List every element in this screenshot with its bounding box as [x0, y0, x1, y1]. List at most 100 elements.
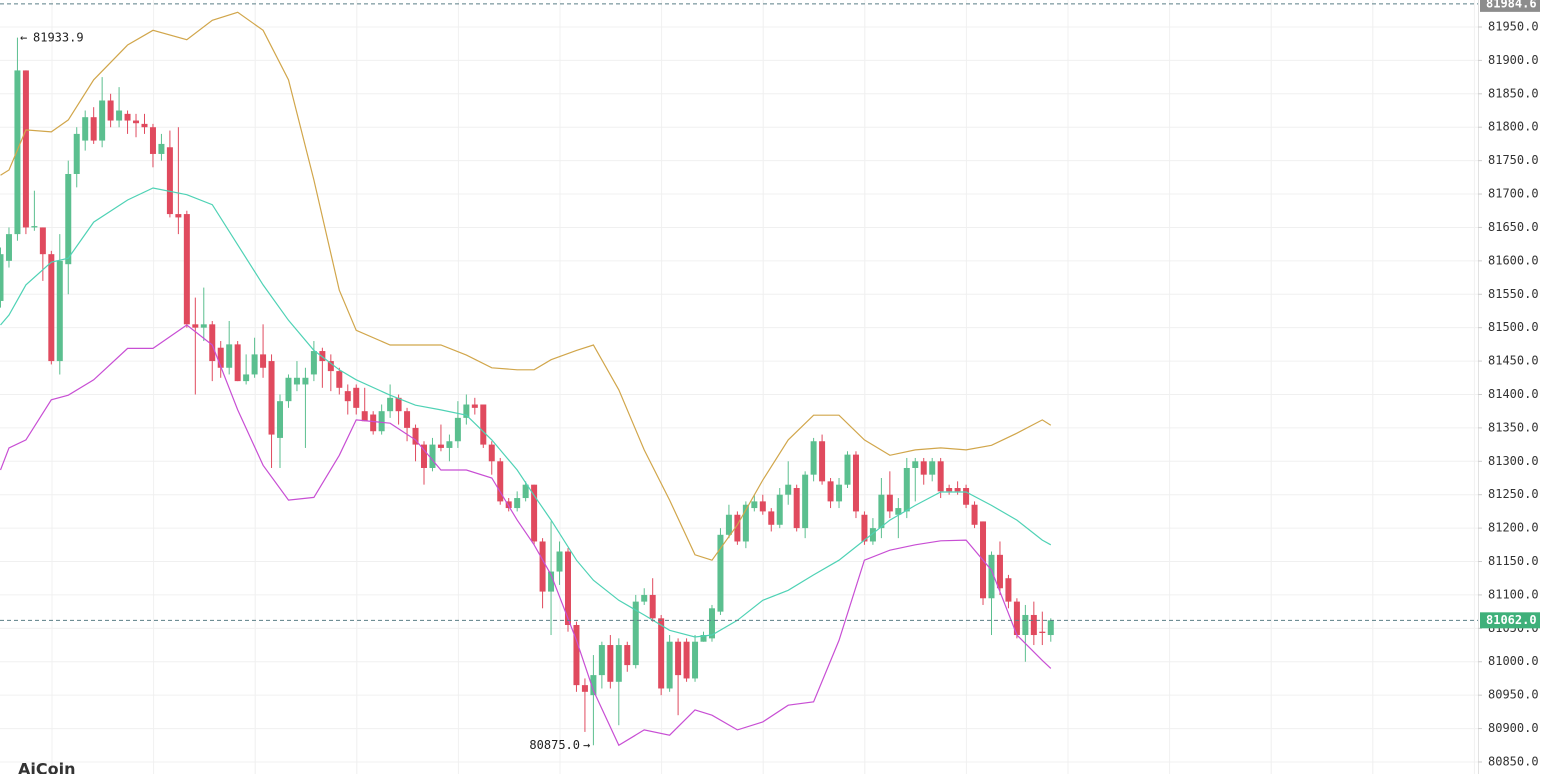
candle-body — [293, 377, 300, 385]
candle-body — [488, 444, 495, 462]
y-tick-label: 80900.0 — [1488, 721, 1539, 735]
candle-body — [624, 645, 631, 666]
candle-body — [522, 484, 529, 499]
candle-body — [65, 173, 72, 265]
candle-body — [480, 404, 487, 445]
candle-body — [302, 377, 309, 385]
low-annotation: 80875.0 — [529, 738, 580, 752]
y-tick-label: 80950.0 — [1488, 688, 1539, 702]
y-tick-label: 81300.0 — [1488, 454, 1539, 468]
candle-body — [149, 127, 156, 154]
candle-body — [56, 260, 63, 362]
y-tick-label: 81850.0 — [1488, 86, 1539, 100]
candle-body — [90, 117, 97, 141]
candle-body — [836, 484, 843, 502]
y-tick-label: 81550.0 — [1488, 287, 1539, 301]
candle-body — [776, 494, 783, 525]
candle-body — [217, 347, 224, 368]
candle-body — [1047, 620, 1054, 636]
candle-body — [683, 641, 690, 679]
candle-body — [920, 461, 927, 475]
candle-body — [22, 70, 29, 228]
last-price-box — [1480, 612, 1540, 629]
high-annotation: 81933.9 — [33, 30, 84, 44]
candle-body — [878, 494, 885, 529]
candle-body — [641, 594, 648, 602]
candle-body — [268, 361, 275, 435]
candle-body — [861, 514, 868, 542]
candle-body — [708, 608, 715, 639]
candle-body — [929, 461, 936, 475]
candle-body — [514, 498, 521, 509]
candle-body — [209, 324, 216, 362]
y-tick-label: 81900.0 — [1488, 53, 1539, 67]
candle-body — [166, 147, 173, 215]
candle-body — [548, 571, 555, 592]
candle-body — [82, 117, 89, 141]
candle-body — [937, 461, 944, 492]
candle-body — [556, 551, 563, 572]
top-price-label: 81984.6 — [1486, 0, 1537, 10]
candle-body — [632, 601, 639, 666]
candle-body — [1022, 614, 1029, 636]
candle-body — [759, 501, 766, 512]
y-tick-label: 81200.0 — [1488, 521, 1539, 535]
candle-body — [649, 594, 656, 619]
candle-body — [39, 227, 46, 255]
y-tick-label: 81950.0 — [1488, 19, 1539, 33]
high-annotation-arrow: ← — [20, 30, 27, 44]
candle-body — [0, 254, 4, 301]
candle-body — [429, 444, 436, 468]
candle-body — [454, 417, 461, 442]
candle-body — [116, 110, 123, 121]
candle-body — [277, 401, 284, 438]
candle-body — [361, 411, 368, 422]
candle-body — [1005, 578, 1012, 602]
candle-body — [1030, 614, 1037, 636]
y-tick-label: 81350.0 — [1488, 420, 1539, 434]
candle-body — [1013, 601, 1020, 636]
candle-body — [336, 371, 343, 388]
candle-body — [666, 641, 673, 689]
candle-body — [971, 504, 978, 525]
candle-body — [581, 685, 588, 692]
candle-body — [319, 351, 326, 362]
candle-body — [421, 444, 427, 468]
candle-body — [471, 404, 478, 408]
candle-body — [996, 554, 1003, 589]
y-tick-label: 81150.0 — [1488, 554, 1539, 568]
candle-body — [615, 645, 622, 682]
candle-body — [869, 528, 876, 542]
candle-body — [226, 344, 233, 368]
candle-body — [793, 488, 800, 529]
candle-body — [404, 411, 411, 428]
candle-body — [73, 133, 80, 174]
candle-body — [827, 481, 834, 502]
candle-body — [31, 226, 38, 228]
candle-body — [810, 441, 817, 475]
low-annotation-arrow: → — [583, 738, 590, 752]
candle-body — [886, 494, 893, 512]
candle-body — [158, 143, 165, 154]
candle-body — [751, 501, 758, 509]
candle-body — [607, 645, 614, 682]
watermark: AiCoin — [18, 760, 75, 774]
y-tick-label: 81750.0 — [1488, 153, 1539, 167]
candle-body — [700, 635, 707, 642]
candle-body — [378, 411, 385, 432]
candle-body — [412, 427, 419, 445]
y-tick-label: 81800.0 — [1488, 120, 1539, 134]
candle-body — [310, 351, 317, 375]
candle-body — [1039, 631, 1046, 634]
candle-body — [175, 214, 182, 218]
band-line — [0, 324, 1052, 747]
candle-body — [988, 554, 995, 599]
candle-body — [251, 354, 258, 375]
y-tick-label: 81100.0 — [1488, 587, 1539, 601]
candle-body — [768, 511, 775, 525]
y-tick-label: 81450.0 — [1488, 354, 1539, 368]
candle-body — [141, 123, 148, 128]
candle-body — [260, 354, 267, 368]
candle-body — [598, 645, 605, 676]
